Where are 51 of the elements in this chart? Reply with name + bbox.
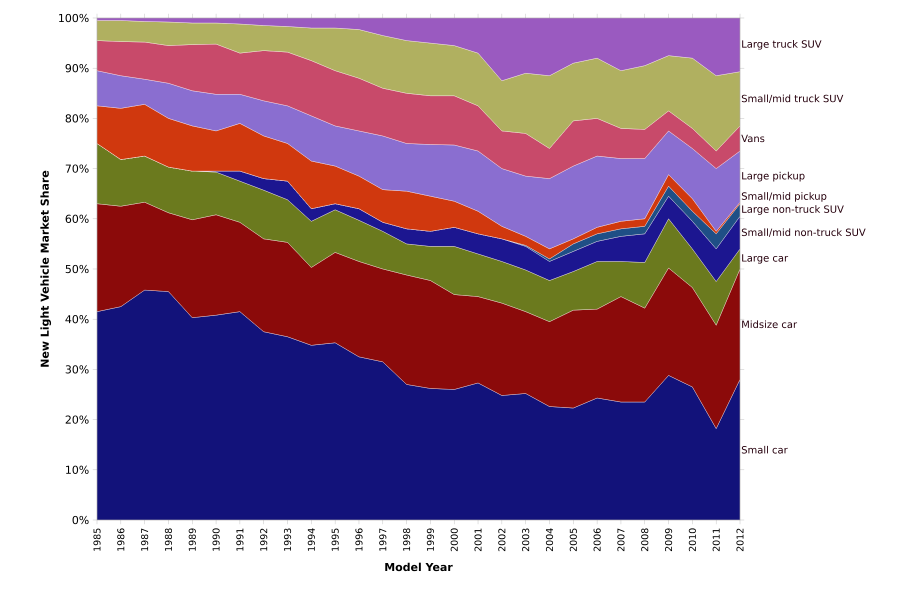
x-tick-label: 2010	[688, 528, 696, 552]
y-tick-label: 50%	[66, 264, 89, 274]
y-tick-label: 40%	[65, 315, 89, 324]
x-tick-label: 2004	[546, 528, 554, 552]
y-axis-title: New Light Vehicle Market Share	[40, 170, 52, 367]
x-tick-label: 2001	[474, 528, 482, 552]
series-label: Small car	[742, 446, 788, 454]
series-label: Small/mid truck SUV	[742, 94, 844, 104]
x-tick-label: 1990	[212, 528, 220, 551]
series-label: Large truck SUV	[742, 40, 822, 50]
y-tick-label: 30%	[66, 365, 89, 374]
x-tick-label: 1999	[426, 528, 434, 551]
x-tick-label: 1991	[236, 528, 244, 551]
series-label: Small/mid pickup	[742, 192, 826, 202]
y-tick-label: 0%	[72, 516, 89, 524]
y-tick-label: 70%	[66, 164, 89, 173]
y-tick-label: 20%	[66, 415, 89, 424]
y-tick-label: 60%	[66, 214, 89, 223]
x-tick-label: 1987	[141, 528, 148, 551]
x-tick-label: 2012	[736, 528, 744, 552]
series-label: Midsize car	[742, 320, 798, 328]
y-tick-label: 100%	[59, 14, 89, 22]
y-tick-label: 90%	[66, 64, 89, 72]
x-tick-label: 1988	[164, 528, 172, 551]
x-tick-label: 1986	[117, 528, 124, 551]
x-tick-label: 1997	[379, 528, 386, 551]
y-tick-label: 10%	[66, 466, 89, 474]
x-tick-label: 1996	[355, 528, 363, 551]
x-tick-label: 2009	[664, 528, 672, 552]
x-tick-label: 2005	[570, 528, 577, 552]
series-label: Small/mid non-truck SUV	[742, 228, 866, 237]
x-tick-label: 2003	[522, 528, 530, 552]
x-tick-label: 2011	[712, 528, 720, 552]
x-tick-label: 2000	[450, 528, 458, 552]
x-tick-label: 1985	[93, 528, 101, 551]
x-tick-label: 2002	[498, 528, 506, 552]
series-label: Large non-truck SUV	[742, 205, 844, 215]
x-tick-label: 1998	[403, 528, 410, 551]
x-tick-label: 1995	[332, 528, 339, 551]
y-tick-label: 80%	[66, 114, 89, 123]
x-tick-label: 1993	[284, 528, 292, 551]
x-tick-label: 1994	[308, 528, 315, 551]
series-label: Large pickup	[742, 172, 805, 182]
x-tick-label: 1992	[260, 528, 268, 551]
series-label: Large car	[742, 254, 788, 264]
x-tick-label: 2006	[594, 528, 601, 552]
x-tick-label: 2007	[617, 528, 625, 552]
x-axis-title: Model Year	[385, 562, 453, 572]
series-label: Vans	[741, 134, 764, 142]
x-tick-label: 1989	[188, 528, 196, 551]
x-tick-label: 2008	[641, 528, 648, 552]
